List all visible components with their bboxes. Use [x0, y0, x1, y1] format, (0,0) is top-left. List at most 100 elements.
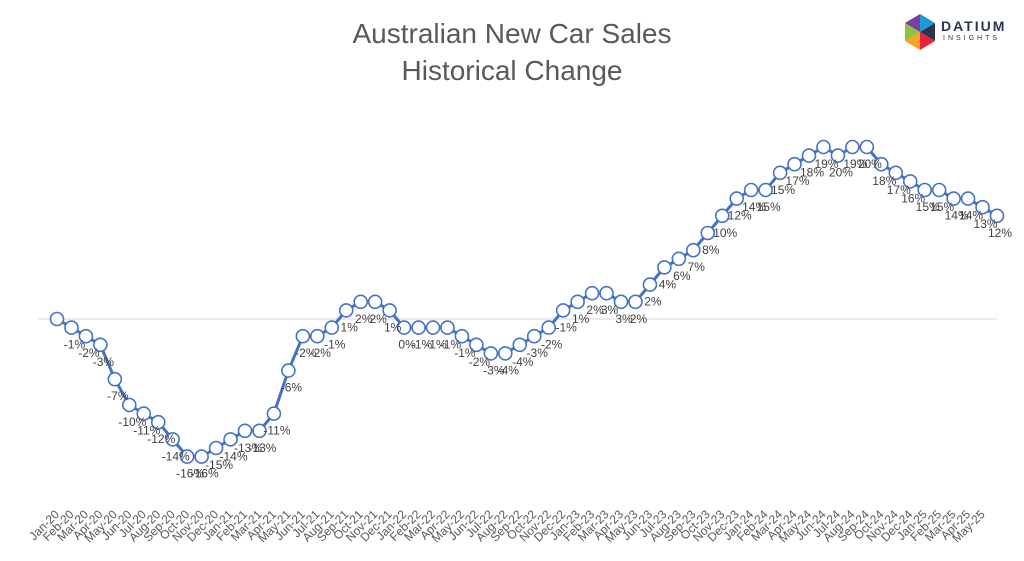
data-label: -10% — [118, 415, 146, 429]
data-point — [440, 320, 455, 335]
data-label: 16% — [901, 191, 925, 205]
datium-logo: DATIUM INSIGHTS — [903, 14, 1013, 50]
data-label: -2% — [541, 338, 563, 352]
data-label: -4% — [512, 355, 534, 369]
data-label: 14% — [945, 209, 969, 223]
data-label: 2% — [586, 303, 604, 317]
data-label: -7% — [107, 389, 129, 403]
data-point — [758, 182, 773, 198]
data-label: 19% — [814, 157, 838, 171]
data-label: 0% — [398, 338, 416, 352]
data-point — [266, 406, 282, 421]
data-label: 20% — [829, 166, 853, 180]
data-label: -2% — [78, 346, 100, 360]
data-label: -1% — [324, 338, 346, 352]
data-point — [946, 191, 961, 206]
data-label: 15% — [916, 200, 940, 214]
data-label: -15% — [205, 458, 233, 472]
data-point — [917, 182, 932, 198]
data-point — [787, 156, 802, 172]
logo-subtitle: INSIGHTS — [943, 35, 1001, 42]
data-point — [454, 328, 470, 344]
data-point — [584, 285, 600, 301]
data-label: 19% — [843, 157, 867, 171]
data-point — [686, 242, 701, 258]
data-label: -6% — [281, 381, 303, 395]
datium-logo-icon — [905, 14, 935, 50]
data-label: 7% — [688, 260, 706, 274]
series-line — [56, 145, 998, 459]
data-point — [194, 449, 209, 464]
data-point — [49, 311, 65, 327]
data-point — [902, 174, 918, 189]
data-point — [801, 148, 817, 163]
data-point — [208, 440, 224, 456]
data-point — [150, 414, 166, 430]
data-label: 18% — [800, 166, 824, 180]
data-point — [859, 139, 875, 155]
data-label: 15% — [771, 183, 795, 197]
data-label: -2% — [310, 346, 332, 360]
data-label: 6% — [673, 269, 691, 283]
data-point — [411, 320, 426, 335]
logo-wordmark: DATIUM — [941, 18, 1007, 34]
data-label: -13% — [234, 441, 262, 455]
data-point — [396, 320, 412, 335]
data-point — [252, 423, 267, 439]
data-point — [671, 251, 687, 267]
data-point — [830, 148, 846, 163]
data-point — [700, 225, 716, 241]
data-point — [816, 139, 831, 155]
data-label: 8% — [702, 243, 720, 257]
data-label: -3% — [93, 355, 115, 369]
data-label: 17% — [786, 174, 810, 188]
data-point — [483, 346, 499, 361]
data-point — [382, 303, 397, 318]
data-label: -12% — [147, 432, 175, 446]
data-label: 3% — [601, 303, 619, 317]
data-point — [122, 397, 137, 413]
chart-title-line1: Australian New Car Sales — [352, 18, 672, 49]
data-point — [613, 294, 629, 310]
data-label: 2% — [630, 312, 648, 326]
data-label: 3% — [615, 312, 633, 326]
data-label: 12% — [988, 226, 1012, 240]
data-label: 1% — [572, 312, 590, 326]
data-point — [743, 182, 759, 198]
data-point — [425, 320, 441, 335]
data-point — [960, 191, 976, 206]
data-point — [599, 285, 614, 301]
data-label: -3% — [483, 363, 505, 377]
data-label: 15% — [757, 200, 781, 214]
data-point — [628, 294, 643, 310]
data-point — [237, 423, 253, 439]
data-point — [353, 294, 368, 310]
data-point — [179, 449, 195, 464]
data-point — [223, 432, 238, 447]
data-point — [165, 432, 180, 447]
data-label: -11% — [133, 424, 160, 438]
data-label: 13% — [974, 217, 998, 231]
data-label: -13% — [248, 441, 276, 455]
data-point — [555, 303, 571, 318]
data-label: -16% — [176, 467, 204, 481]
data-point — [989, 208, 1005, 224]
data-label: -14% — [162, 449, 190, 463]
data-label: 4% — [659, 277, 677, 291]
data-point — [469, 337, 484, 353]
data-label: -1% — [411, 338, 433, 352]
data-label: 1% — [384, 320, 402, 334]
chart-title-line2: Historical Change — [401, 55, 623, 86]
data-point — [657, 260, 672, 275]
data-point — [729, 191, 744, 206]
data-label: 1% — [341, 320, 359, 334]
data-label: 14% — [959, 209, 983, 223]
data-label: 14% — [742, 200, 766, 214]
data-label: -1% — [454, 346, 476, 360]
data-label: 15% — [930, 200, 954, 214]
data-label: 2% — [644, 295, 662, 309]
data-point — [714, 208, 730, 224]
data-label: 17% — [887, 183, 911, 197]
data-point — [931, 182, 947, 198]
